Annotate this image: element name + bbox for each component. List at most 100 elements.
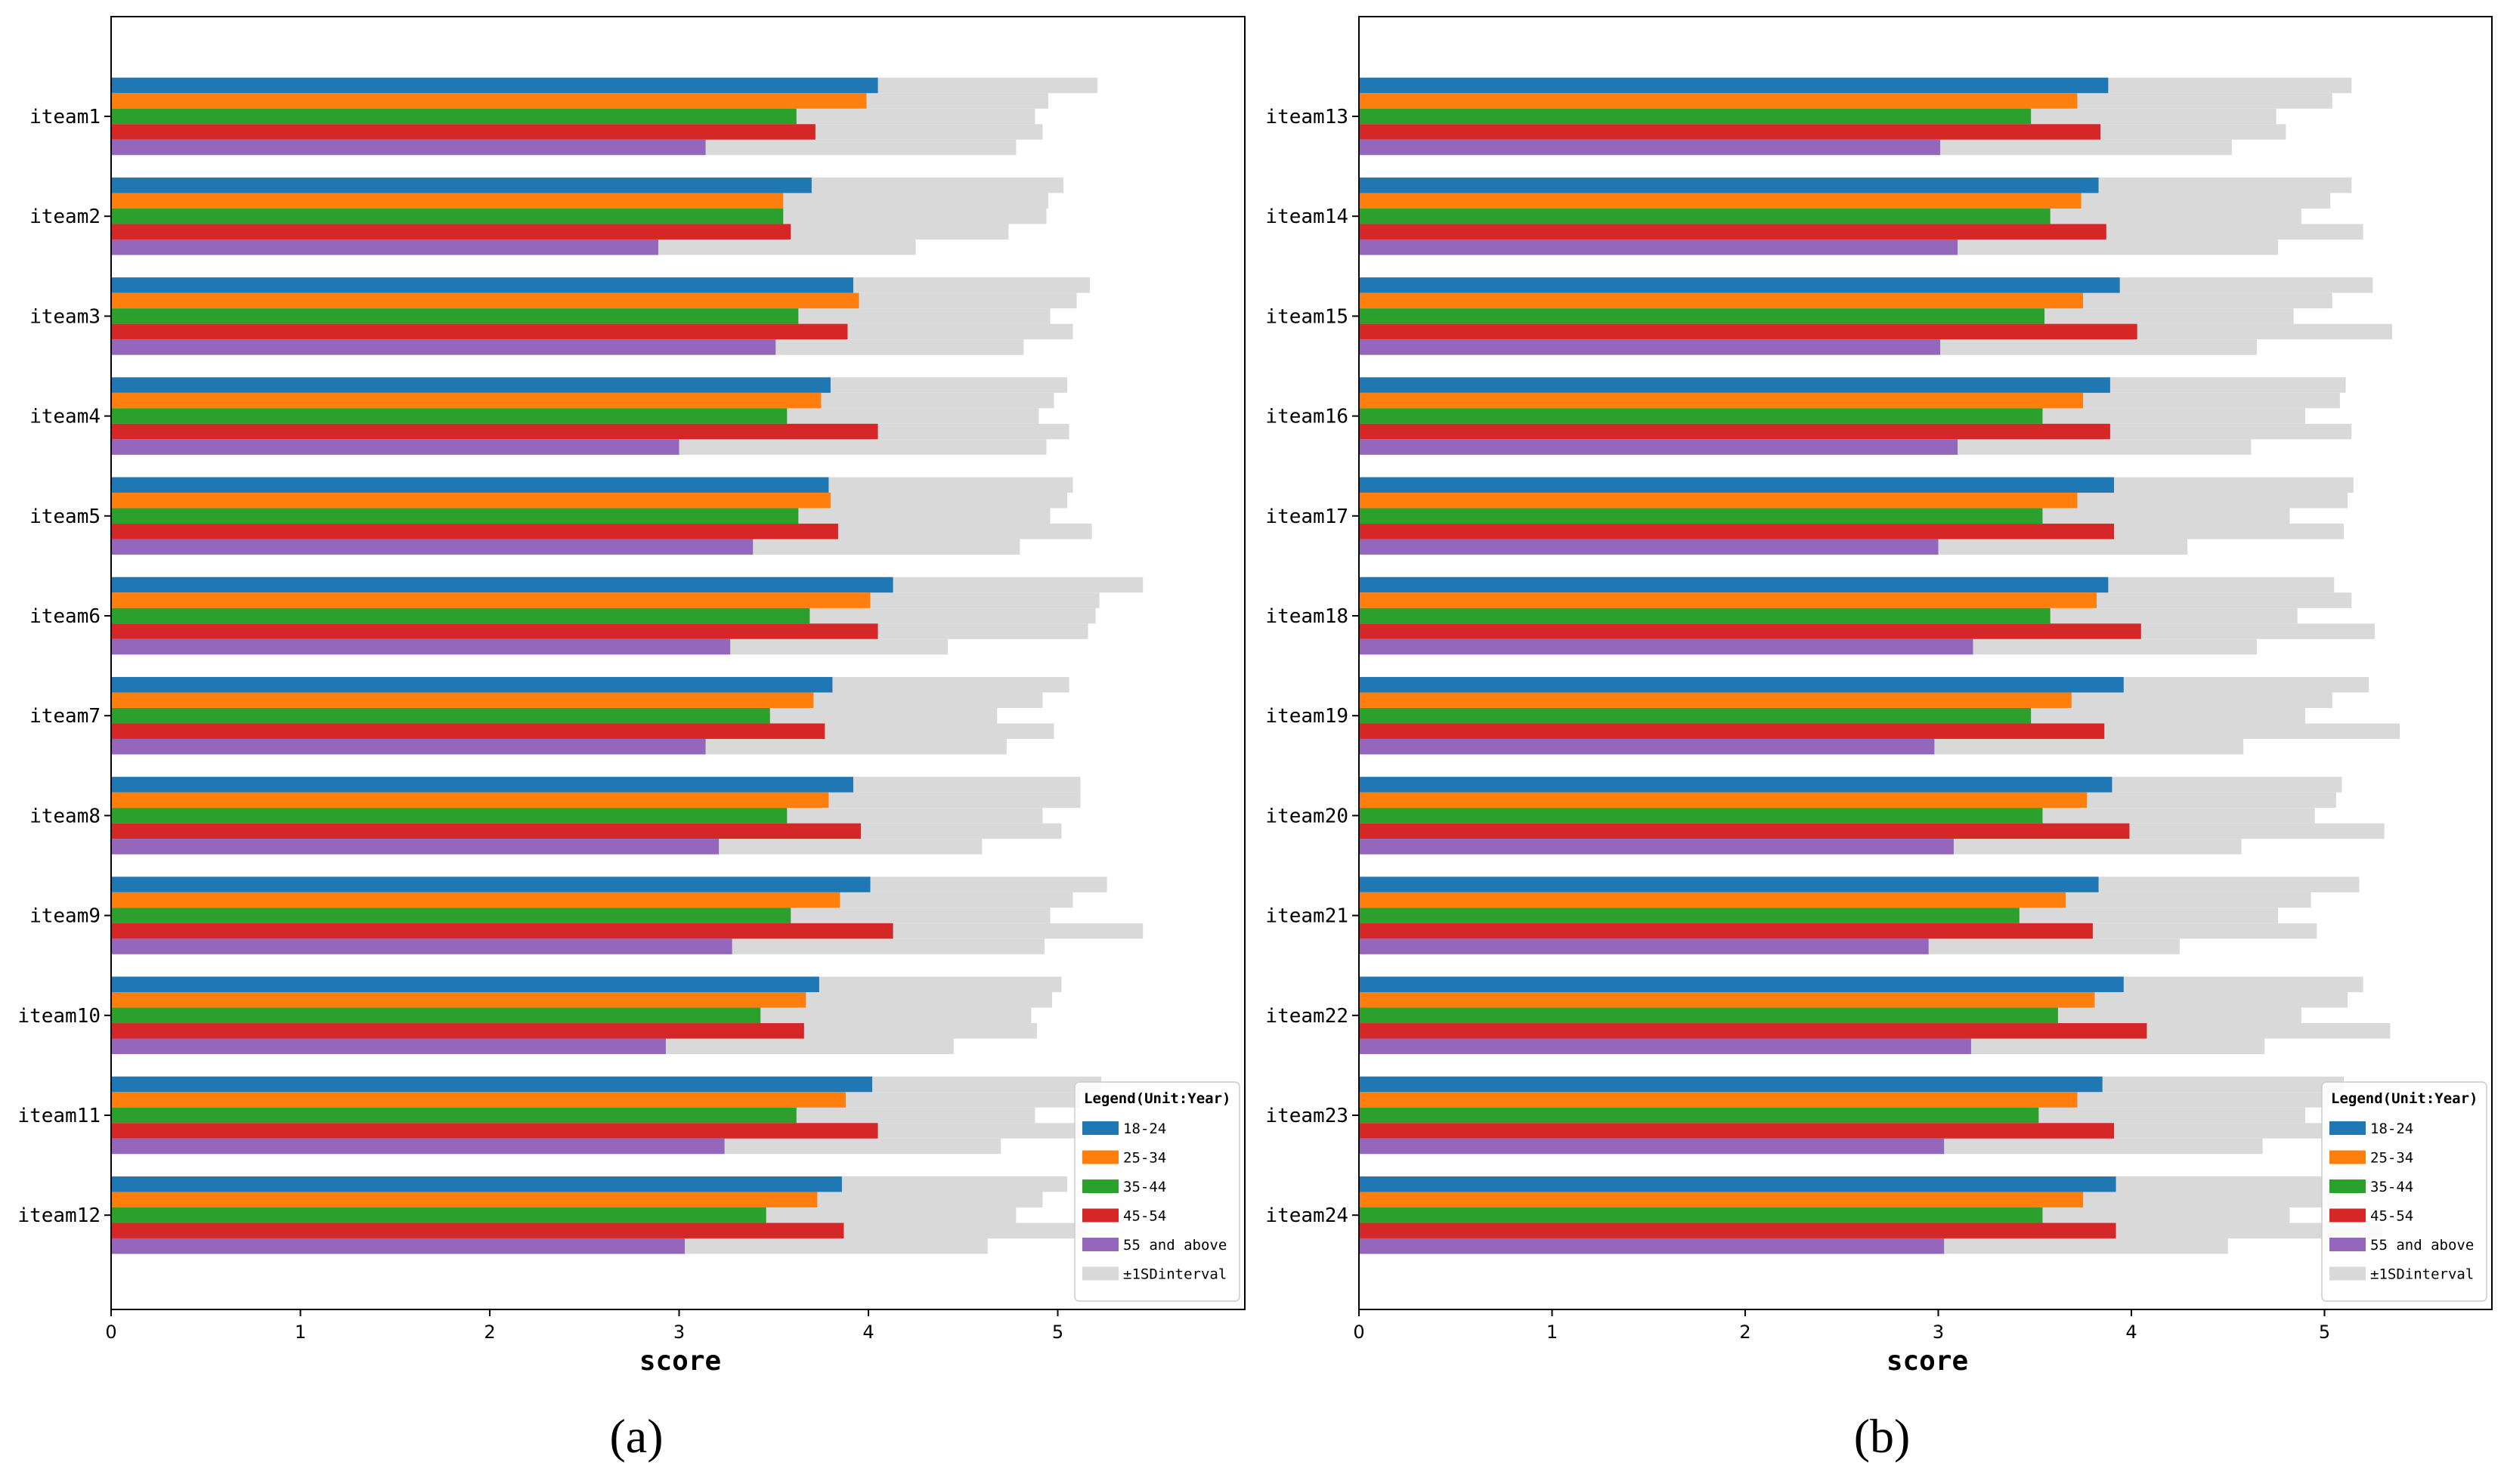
bar-55-and-above xyxy=(1359,1038,1971,1055)
legend-swatch xyxy=(1082,1238,1119,1251)
bar-18-24 xyxy=(111,77,878,94)
chart-panel-b: iteam13 iteam14 iteam15 iteam16 iteam17 iteam… xyxy=(1265,16,2493,1463)
y-tick-label: iteam11 xyxy=(17,1105,101,1127)
x-tick-label: 0 xyxy=(105,1322,116,1343)
legend-label: 25-34 xyxy=(2370,1150,2413,1167)
bar-45-54 xyxy=(1359,124,2101,140)
panel-label: (b) xyxy=(1854,1409,1911,1463)
bar-18-24 xyxy=(111,876,871,892)
bar-35-44 xyxy=(1359,608,2051,624)
legend: Legend(Unit:Year) 18-24 25-34 35-44 45-54 55 … xyxy=(1074,1081,1240,1302)
bar-25-34 xyxy=(111,892,840,908)
bar-45-54 xyxy=(111,623,878,639)
x-tick-label: 5 xyxy=(1052,1322,1063,1343)
y-tick-label: iteam7 xyxy=(29,705,101,728)
bar-35-44 xyxy=(111,208,784,224)
bar-55-and-above xyxy=(1359,738,1935,755)
bar-55-and-above xyxy=(1359,539,1939,555)
axes-frame xyxy=(1358,16,2493,1310)
bar-45-54 xyxy=(111,823,861,839)
bar-18-24 xyxy=(1359,77,2109,94)
bar-55-and-above xyxy=(1359,239,1958,255)
bar-25-34 xyxy=(1359,592,2097,608)
legend-swatch xyxy=(2329,1121,2366,1135)
bar-45-54 xyxy=(1359,1223,2116,1238)
bar-45-54 xyxy=(1359,423,2110,440)
x-tick-label: 2 xyxy=(1739,1322,1750,1343)
bar-45-54 xyxy=(1359,1123,2115,1139)
bar-55-and-above xyxy=(1359,339,1941,355)
bar-55-and-above xyxy=(111,839,720,855)
bar-25-34 xyxy=(111,692,814,708)
bar-25-34 xyxy=(111,292,859,309)
bar-55-and-above xyxy=(111,638,731,655)
bar-25-34 xyxy=(1359,93,2078,109)
bar-18-24 xyxy=(111,577,893,593)
y-tick-label: iteam13 xyxy=(1265,106,1348,128)
chart-panel-a: iteam1 iteam2 iteam3 iteam4 iteam5 iteam6 itea… xyxy=(17,16,1246,1463)
bar-55-and-above xyxy=(111,1238,686,1254)
y-tick-label: iteam20 xyxy=(1265,805,1348,827)
y-tick-label: iteam23 xyxy=(1265,1105,1348,1127)
y-tick-label: iteam3 xyxy=(29,305,101,328)
bar-35-44 xyxy=(111,408,788,424)
y-tick-label: iteam1 xyxy=(29,106,101,128)
legend-label: 35-44 xyxy=(2370,1179,2413,1195)
bar-45-54 xyxy=(1359,623,2141,639)
bar-45-54 xyxy=(111,124,816,140)
bar-45-54 xyxy=(111,1023,804,1039)
bar-55-and-above xyxy=(111,339,776,355)
legend-label: 55 and above xyxy=(1123,1237,1227,1254)
legend-label: ±1SDinterval xyxy=(2370,1266,2474,1283)
x-tick-label: 4 xyxy=(862,1322,874,1343)
bar-25-34 xyxy=(111,493,831,509)
bar-55-and-above xyxy=(1359,1238,1945,1254)
legend-label: 18-24 xyxy=(2370,1121,2413,1137)
bar-55-and-above xyxy=(1359,638,1973,655)
bar-18-24 xyxy=(1359,177,2099,193)
bar-18-24 xyxy=(1359,577,2109,593)
bar-18-24 xyxy=(1359,477,2115,493)
bar-18-24 xyxy=(111,676,833,693)
bar-18-24 xyxy=(111,177,812,193)
bar-35-44 xyxy=(111,907,791,923)
y-tick-label: iteam9 xyxy=(29,905,101,928)
bar-55-and-above xyxy=(111,1038,666,1055)
legend-label: 55 and above xyxy=(2370,1237,2474,1254)
bar-35-44 xyxy=(111,1207,766,1223)
legend-swatch xyxy=(2329,1266,2366,1281)
bar-25-34 xyxy=(111,392,822,409)
bar-55-and-above xyxy=(111,139,706,156)
axes-frame xyxy=(110,16,1246,1310)
bar-55-and-above xyxy=(111,1138,725,1155)
x-tick-label: 2 xyxy=(484,1322,495,1343)
bar-35-44 xyxy=(1359,108,2032,125)
bar-25-34 xyxy=(1359,1192,2084,1207)
x-axis-label: score xyxy=(639,1346,721,1377)
bar-18-24 xyxy=(1359,1076,2103,1093)
bar-18-24 xyxy=(1359,1176,2116,1192)
bar-18-24 xyxy=(111,377,831,393)
y-tick-label: iteam19 xyxy=(1265,705,1348,728)
x-tick-label: 1 xyxy=(295,1322,306,1343)
bar-25-34 xyxy=(111,193,784,209)
bar-45-54 xyxy=(111,1123,878,1139)
panel-label: (a) xyxy=(609,1409,663,1463)
bar-18-24 xyxy=(1359,377,2110,393)
bar-55-and-above xyxy=(1359,1138,1945,1155)
bar-35-44 xyxy=(1359,508,2043,524)
y-tick-label: iteam2 xyxy=(29,206,101,228)
legend-swatch xyxy=(1082,1266,1119,1281)
bar-25-34 xyxy=(1359,992,2095,1008)
bar-35-44 xyxy=(1359,1207,2043,1223)
bar-35-44 xyxy=(111,308,799,324)
bar-35-44 xyxy=(1359,808,2043,824)
x-tick-label: 3 xyxy=(673,1322,685,1343)
bar-18-24 xyxy=(111,777,853,793)
bar-25-34 xyxy=(1359,493,2078,509)
bar-55-and-above xyxy=(111,938,732,954)
bar-35-44 xyxy=(111,1007,761,1024)
bar-45-54 xyxy=(1359,923,2093,939)
legend-swatch xyxy=(2329,1208,2366,1223)
